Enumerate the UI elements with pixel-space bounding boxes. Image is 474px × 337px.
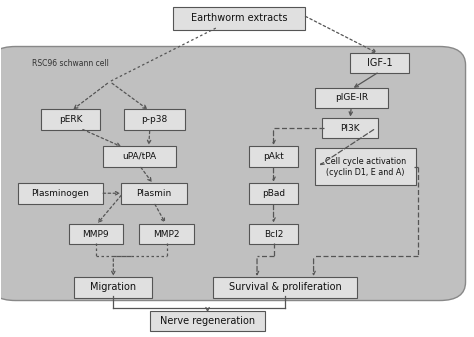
FancyBboxPatch shape xyxy=(249,146,298,167)
FancyBboxPatch shape xyxy=(18,183,103,204)
Text: Earthworm extracts: Earthworm extracts xyxy=(191,13,288,24)
Text: pBad: pBad xyxy=(262,189,285,198)
Text: IGF-1: IGF-1 xyxy=(367,58,392,68)
FancyBboxPatch shape xyxy=(103,146,176,167)
Text: Plasmin: Plasmin xyxy=(136,189,171,198)
Text: uPA/tPA: uPA/tPA xyxy=(122,152,156,161)
FancyBboxPatch shape xyxy=(124,109,185,130)
Text: pAkt: pAkt xyxy=(263,152,284,161)
FancyBboxPatch shape xyxy=(41,109,100,130)
Text: pIGE-IR: pIGE-IR xyxy=(335,93,368,102)
FancyBboxPatch shape xyxy=(249,183,298,204)
FancyBboxPatch shape xyxy=(315,88,388,108)
Text: RSC96 schwann cell: RSC96 schwann cell xyxy=(32,59,109,68)
FancyBboxPatch shape xyxy=(74,277,152,298)
Text: Bcl2: Bcl2 xyxy=(264,229,283,239)
FancyBboxPatch shape xyxy=(315,148,416,185)
FancyBboxPatch shape xyxy=(69,224,123,244)
FancyBboxPatch shape xyxy=(213,277,357,298)
Text: Survival & proliferation: Survival & proliferation xyxy=(229,282,342,293)
Text: Nerve regeneration: Nerve regeneration xyxy=(160,316,255,326)
Text: Plasminogen: Plasminogen xyxy=(31,189,89,198)
FancyBboxPatch shape xyxy=(0,47,465,301)
FancyBboxPatch shape xyxy=(173,7,305,30)
FancyBboxPatch shape xyxy=(139,224,194,244)
Text: MMP9: MMP9 xyxy=(82,229,109,239)
FancyBboxPatch shape xyxy=(350,53,409,73)
Text: MMP2: MMP2 xyxy=(153,229,180,239)
Text: p-p38: p-p38 xyxy=(141,115,168,124)
Text: PI3K: PI3K xyxy=(340,124,360,132)
FancyBboxPatch shape xyxy=(120,183,187,204)
FancyBboxPatch shape xyxy=(249,224,298,244)
Text: Migration: Migration xyxy=(90,282,137,293)
FancyBboxPatch shape xyxy=(150,310,265,331)
FancyBboxPatch shape xyxy=(322,118,378,139)
Text: Cell cycle activation
(cyclin D1, E and A): Cell cycle activation (cyclin D1, E and … xyxy=(325,157,406,177)
Text: pERK: pERK xyxy=(59,115,82,124)
